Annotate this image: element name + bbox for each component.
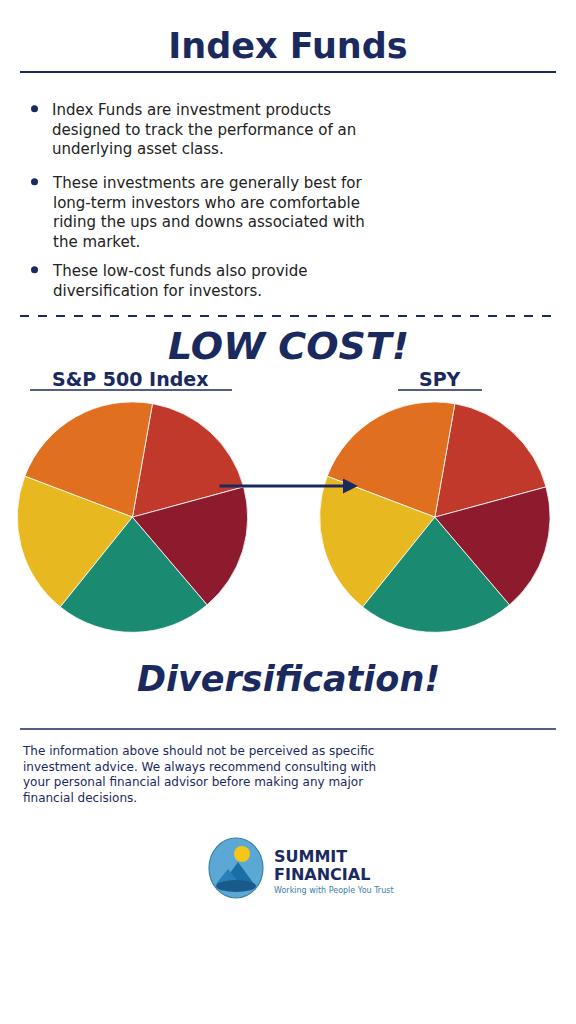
svg-text:LOW COST!: LOW COST! <box>168 324 409 368</box>
svg-text:Index Funds: Index Funds <box>168 26 407 66</box>
svg-text:These low-cost funds also prov: These low-cost funds also providediversi… <box>52 262 307 300</box>
svg-text:These investments are generall: These investments are generally best for… <box>52 174 365 251</box>
svg-text:S&P 500 Index: S&P 500 Index <box>52 368 208 390</box>
svg-text:Diversification!: Diversification! <box>137 659 440 699</box>
svg-text:SPY: SPY <box>419 368 461 390</box>
svg-text:FINANCIAL: FINANCIAL <box>274 865 370 884</box>
svg-text:Working with People You Trust: Working with People You Trust <box>274 886 394 895</box>
svg-text:Index Funds are investment pro: Index Funds are investment productsdesig… <box>52 101 356 158</box>
svg-text:The information above should n: The information above should not be perc… <box>22 744 376 805</box>
svg-text:SUMMIT: SUMMIT <box>274 847 347 866</box>
